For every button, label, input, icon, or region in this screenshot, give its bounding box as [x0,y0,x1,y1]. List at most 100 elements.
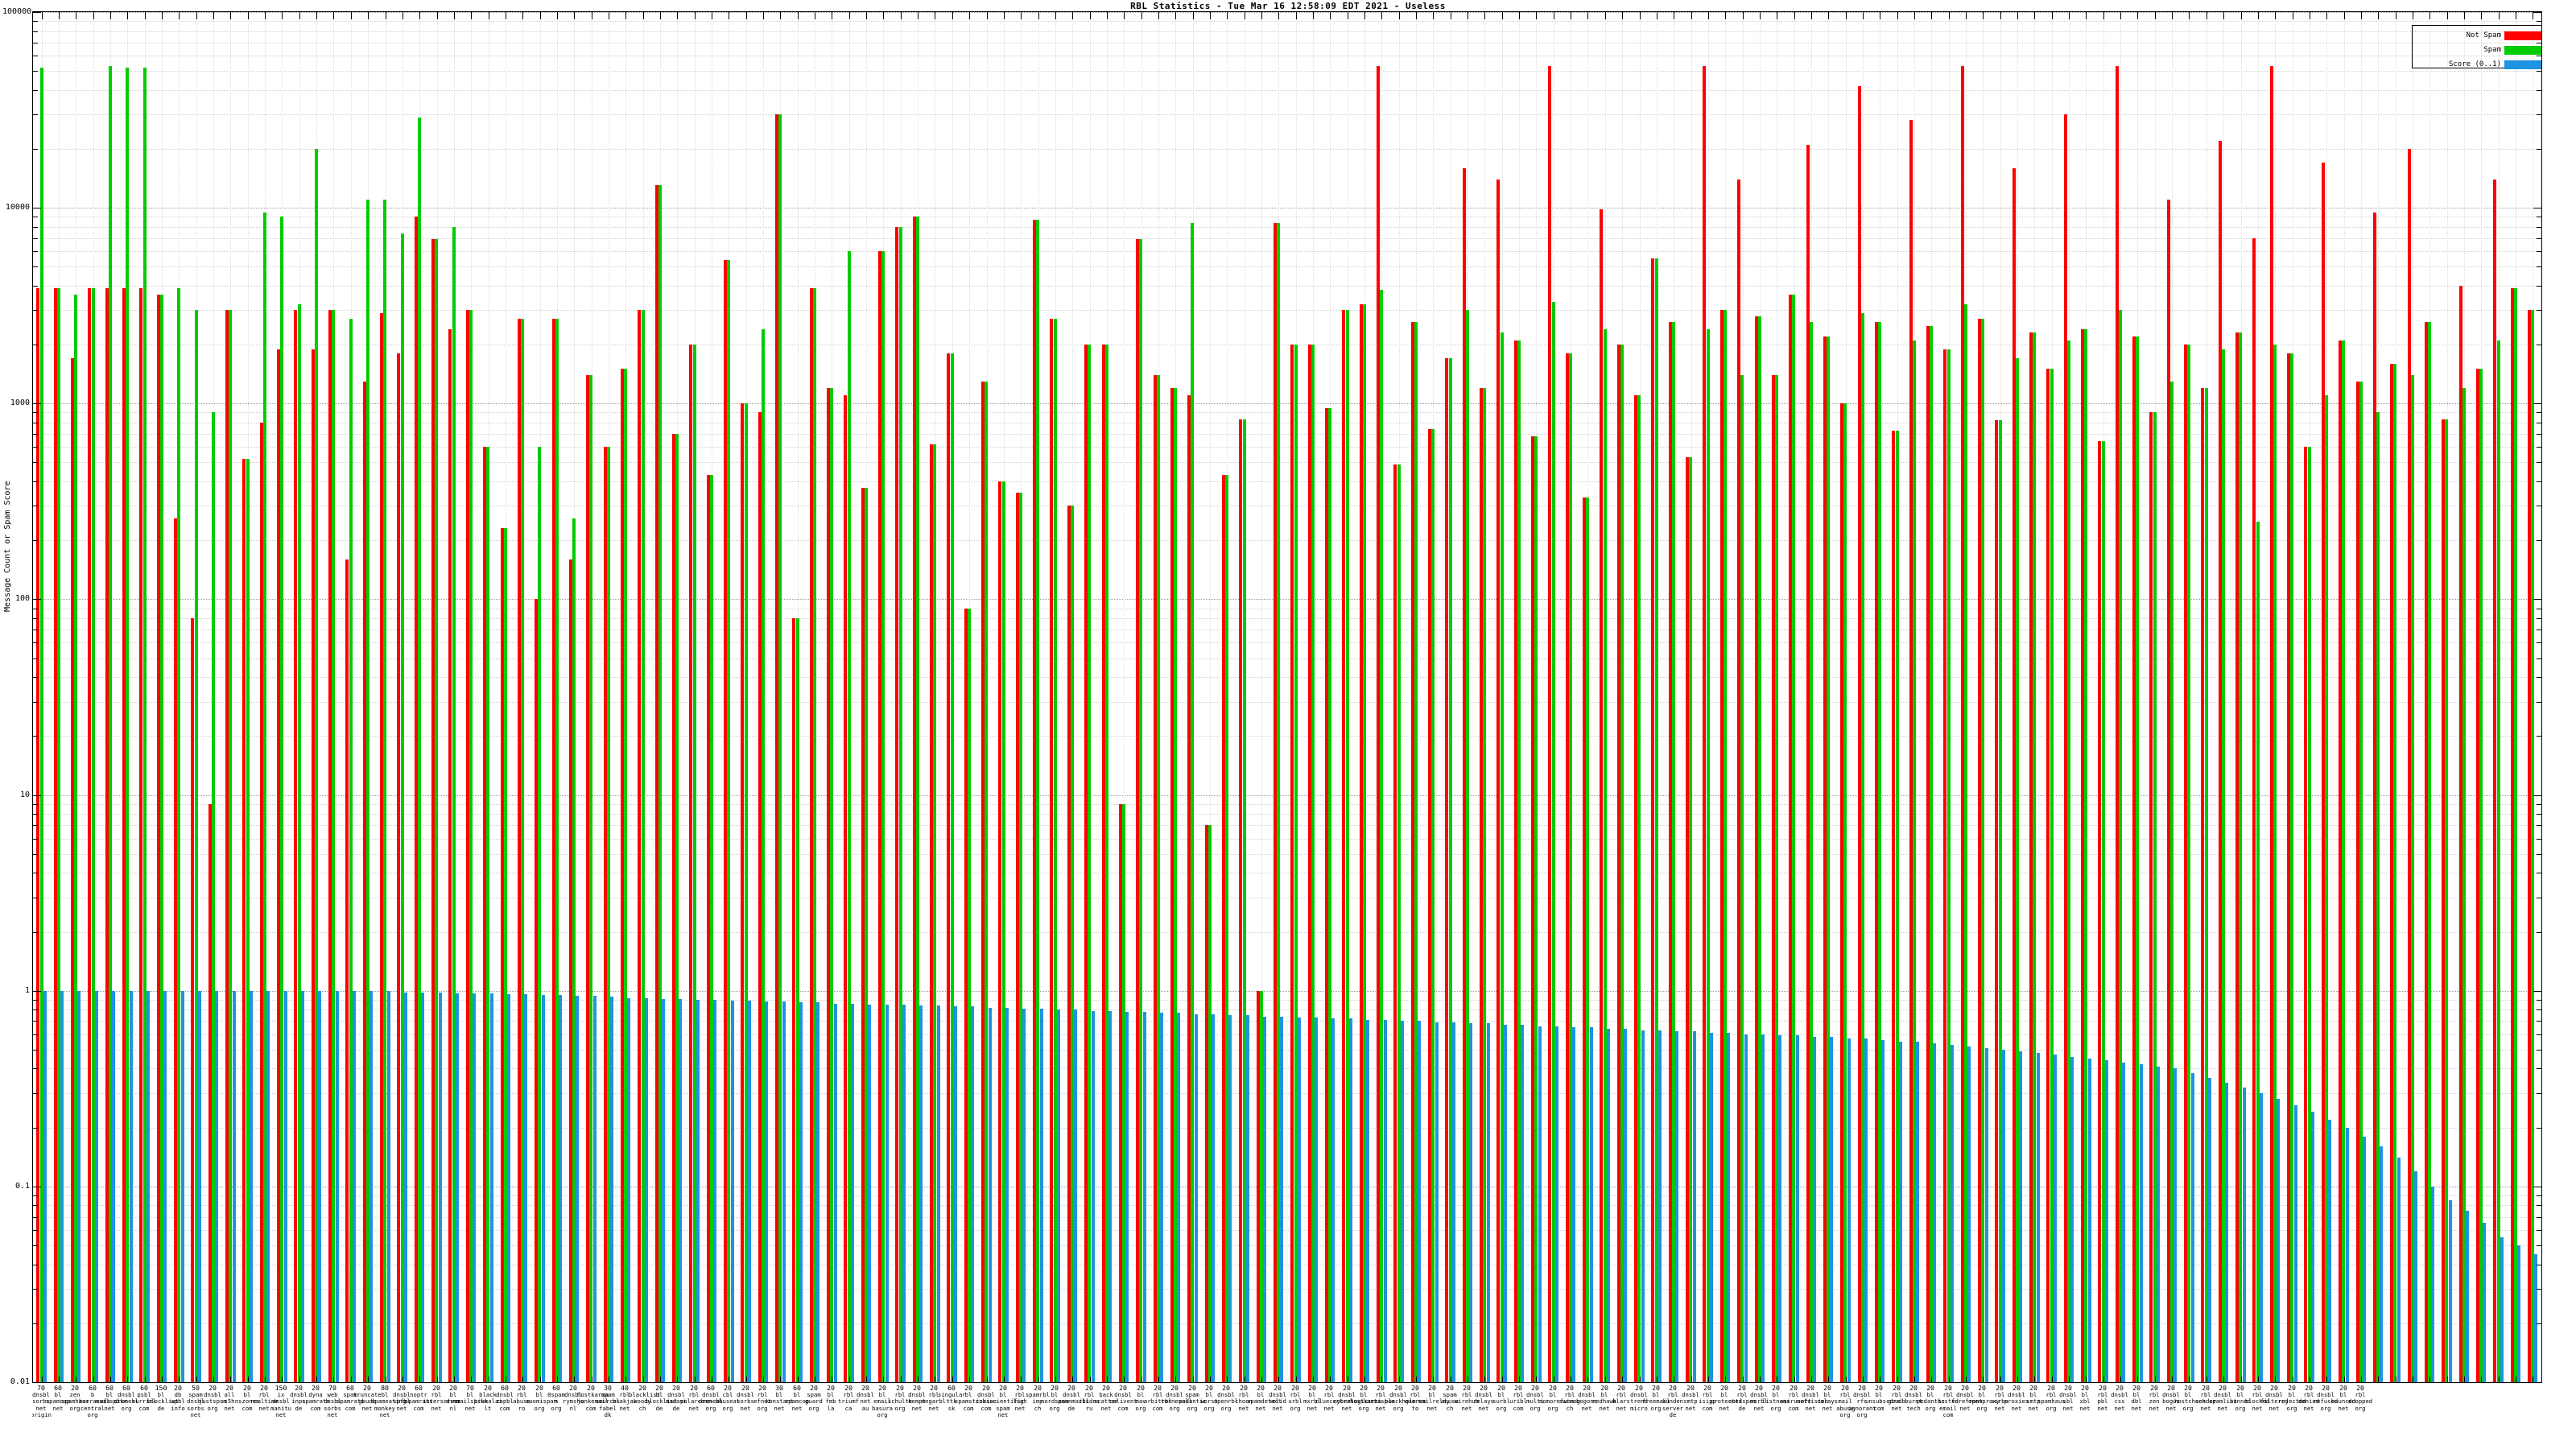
bar-spam [1157,374,1160,1382]
bar-not-spam [1463,167,1466,1382]
x-tick-top [1021,12,1022,19]
bar-spam [693,345,696,1382]
x-axis-tick-label: 20 dnsbl multi org [1526,1385,1544,1412]
x-tick-top [1622,12,1623,19]
x-tick-bottom [127,1377,128,1382]
y-tick-minor [33,1323,38,1324]
y-tick-minor-right [2537,481,2541,483]
x-tick-top [2499,12,2500,19]
bar-spam [212,412,215,1382]
gridline-minor [33,31,2541,32]
legend-item-not-spam[interactable]: Not Spam [2413,30,2541,41]
x-tick-top [2052,12,2053,19]
x-tick-bottom [2481,1377,2482,1382]
bar-score [2208,1077,2211,1382]
x-tick-top [1536,12,1537,19]
y-tick-major-right [2533,403,2541,405]
x-tick-top [368,12,369,19]
gridline-minor [33,1034,2541,1035]
bar-spam [848,251,851,1382]
bar-spam [143,68,147,1382]
x-tick-bottom [333,1377,334,1382]
x-axis-tick-label: 20 hostkarma junkemail com [577,1385,609,1412]
x-tick-bottom [110,1377,111,1382]
x-tick-bottom [643,1377,644,1382]
bar-not-spam [2219,140,2222,1382]
x-tick-top [1313,12,1314,19]
x-tick-bottom [1364,1377,1365,1382]
bar-spam [2050,369,2054,1382]
x-axis-tick-label: 20 bl rejected org [2278,1385,2306,1412]
x-tick-top [1983,12,1984,19]
y-axis-tick-label: 10 [19,790,30,799]
x-axis-tick-label: 20 dnsbl madavi de [666,1385,687,1412]
bar-not-spam [913,217,916,1382]
x-tick-top [1691,12,1692,19]
y-tick-major [33,1382,41,1383]
legend-item-spam[interactable]: Spam [2413,44,2541,56]
bar-not-spam [2013,167,2016,1382]
bar-spam [1552,302,1555,1382]
legend-swatch-not-spam [2504,31,2541,40]
x-axis-tick-label: 20 bl dbl net [2131,1385,2142,1412]
x-axis-tick-label: 20 rbl interserver net [423,1385,461,1412]
bar-not-spam [1755,316,1758,1382]
y-tick-minor-right [2537,462,2541,464]
x-tick-top [1124,12,1125,19]
bar-score [1881,1039,1885,1382]
bar-score [387,990,390,1382]
bar-spam [246,459,250,1382]
y-tick-minor [33,838,38,840]
x-tick-top [316,12,317,19]
bar-spam [1896,430,1899,1382]
bar-score [43,990,47,1382]
x-axis-tick-label: 20 rbl denied net [2298,1385,2319,1412]
bar-score [1967,1046,1971,1382]
y-tick-minor [33,1009,38,1011]
bar-not-spam [2390,363,2393,1382]
x-tick-top [1278,12,1279,19]
bar-spam [985,381,988,1382]
x-tick-bottom [299,1377,300,1382]
x-axis-tick-label: 20 dnsbl tornevall org [1161,1385,1192,1412]
bar-not-spam [930,444,933,1382]
bar-score [1607,1028,1610,1382]
x-tick-top [42,12,43,19]
bar-not-spam [2442,419,2445,1382]
x-axis-tick-label: 60 singular ttk sk [938,1385,966,1412]
bar-score [1985,1047,1988,1382]
gridline-minor [33,853,2541,855]
y-tick-minor-right [2537,814,2541,815]
bar-not-spam [2149,412,2153,1382]
x-tick-bottom [196,1377,197,1382]
x-axis-tick-label: 20 bl freemail org [1642,1385,1670,1412]
bar-not-spam [810,287,813,1382]
bar-not-spam [1669,322,1672,1382]
x-tick-top [1519,12,1520,19]
x-tick-top [1966,12,1967,19]
y-tick-minor [33,462,38,464]
bar-score [1658,1030,1662,1382]
bar-not-spam [707,475,710,1382]
bar-score [2174,1068,2177,1382]
bar-not-spam [1566,353,1569,1382]
bar-spam [1294,345,1298,1382]
bar-score [1590,1027,1593,1382]
bar-score [971,1006,974,1382]
x-tick-top [454,12,455,19]
legend-label-not-spam: Not Spam [2466,31,2501,39]
x-tick-top [746,12,747,19]
bar-not-spam [998,481,1001,1382]
bar-spam [1019,493,1022,1382]
x-axis-tick-label: 80 bl spameating monkey net [371,1385,407,1419]
bar-spam [2445,419,2448,1382]
x-tick-bottom [1210,1377,1211,1382]
x-axis-tick-label: 20 rbl quorum to [1405,1385,1426,1412]
bar-score [2225,1082,2228,1382]
gridline-minor [33,838,2541,840]
x-axis-tick-label: 20 spam guard org [805,1385,823,1412]
bar-score [490,993,493,1382]
y-tick-minor-right [2537,999,2541,1001]
bar-spam [1054,319,1057,1382]
legend-item-score[interactable]: Score (0..1) [2413,59,2541,70]
